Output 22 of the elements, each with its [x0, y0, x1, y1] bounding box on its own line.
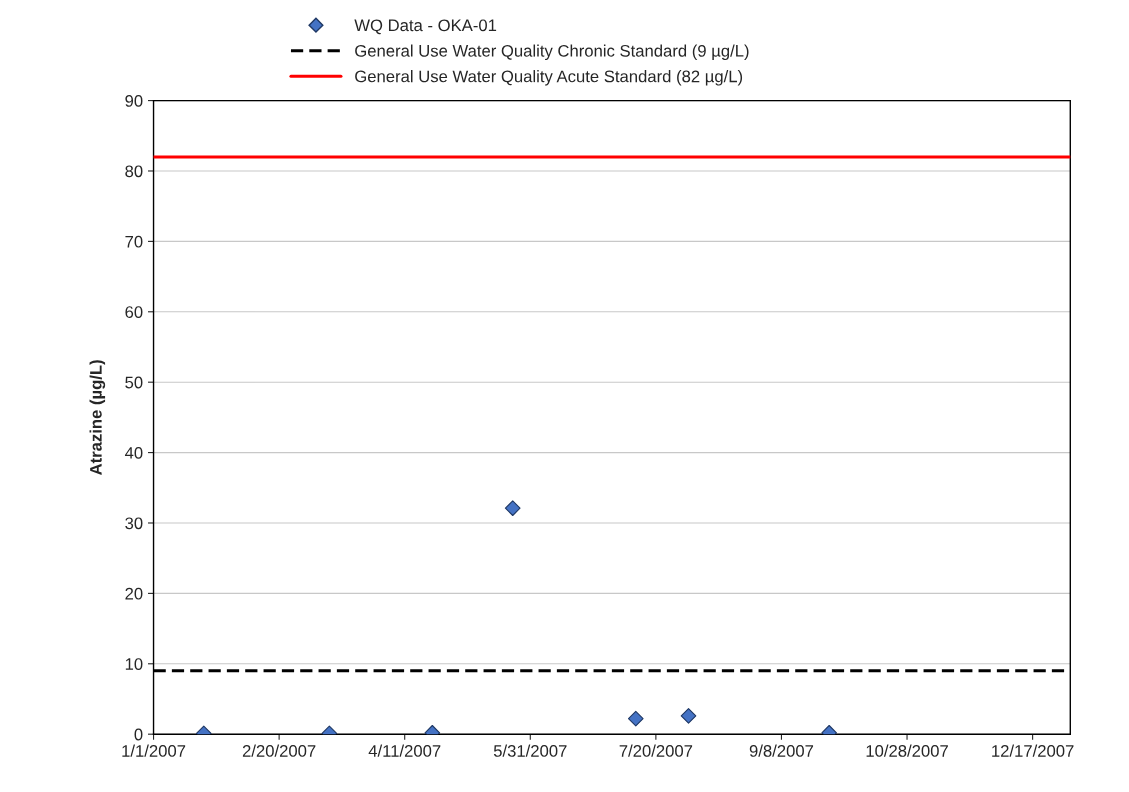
- x-tick-label: 5/31/2007: [493, 744, 567, 757]
- y-tick-label: 40: [124, 446, 143, 459]
- y-tick-label: 20: [125, 587, 143, 600]
- x-tick-label: 9/8/2007: [749, 744, 814, 757]
- y-tick-label: 60: [125, 306, 143, 318]
- y-tick-label: 10: [125, 658, 143, 670]
- y-tick-label: 90: [125, 94, 143, 107]
- y-tick-label: 0: [134, 728, 143, 741]
- x-tick-label: 2/20/2007: [242, 744, 316, 757]
- x-tick-label: 7/20/2007: [619, 744, 693, 757]
- x-tick-label: 10/28/2007: [866, 744, 948, 757]
- legend-label: General Use Water Quality Chronic Standard (9 µg/L): [355, 44, 749, 61]
- y-tick-label: 70: [125, 235, 143, 248]
- x-tick-label: 12/17/2007: [992, 744, 1074, 757]
- legend-label: WQ Data - OKA-01: [354, 19, 497, 35]
- y-tick-label: 50: [125, 376, 143, 389]
- legend-label: General Use Water Quality Acute Standard (82 µg/L): [355, 70, 743, 86]
- y-tick-label: 80: [125, 165, 143, 178]
- x-tick-label: 1/1/2007: [122, 744, 186, 757]
- y-tick-label: 30: [125, 517, 143, 530]
- y-axis-title: Atrazine (µg/L): [89, 360, 106, 476]
- x-tick-label: 4/11/2007: [368, 744, 441, 757]
